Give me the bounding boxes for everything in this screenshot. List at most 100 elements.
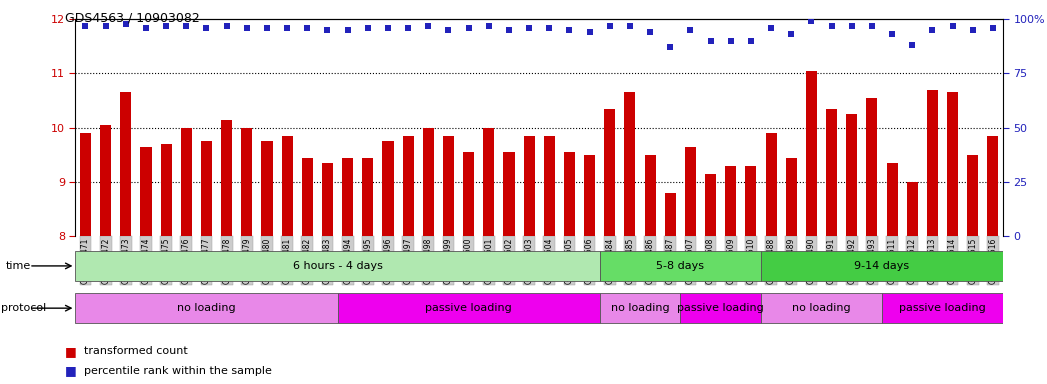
Bar bbox=[765, 133, 777, 236]
Point bbox=[884, 31, 900, 38]
Point bbox=[601, 23, 618, 29]
Point bbox=[722, 38, 739, 44]
Bar bbox=[543, 136, 555, 236]
Bar bbox=[524, 136, 535, 236]
Point bbox=[864, 23, 881, 29]
Bar bbox=[948, 93, 958, 236]
Bar bbox=[846, 114, 857, 236]
Point bbox=[178, 23, 195, 29]
Point bbox=[400, 25, 417, 31]
Bar bbox=[624, 93, 636, 236]
Bar bbox=[342, 157, 353, 236]
Bar bbox=[665, 193, 675, 236]
Point bbox=[520, 25, 537, 31]
Point bbox=[944, 23, 961, 29]
Bar bbox=[282, 136, 293, 236]
Text: 6 hours - 4 days: 6 hours - 4 days bbox=[292, 261, 382, 271]
Text: 9-14 days: 9-14 days bbox=[854, 261, 910, 271]
Text: passive loading: passive loading bbox=[899, 303, 986, 313]
Point bbox=[461, 25, 477, 31]
Bar bbox=[75, 251, 600, 281]
Text: GDS4563 / 10903082: GDS4563 / 10903082 bbox=[65, 12, 200, 25]
Bar bbox=[262, 141, 272, 236]
Point bbox=[198, 25, 215, 31]
Bar bbox=[321, 163, 333, 236]
Bar bbox=[887, 163, 897, 236]
Bar bbox=[120, 93, 131, 236]
Point bbox=[117, 20, 134, 26]
Bar bbox=[140, 147, 152, 236]
Text: no loading: no loading bbox=[177, 303, 236, 313]
Text: 5-8 days: 5-8 days bbox=[656, 261, 705, 271]
Point bbox=[218, 23, 235, 29]
Bar bbox=[160, 144, 172, 236]
Bar bbox=[645, 155, 655, 236]
Point bbox=[703, 38, 719, 44]
Bar bbox=[80, 133, 91, 236]
Bar bbox=[241, 128, 252, 236]
Point bbox=[803, 18, 820, 25]
Point bbox=[762, 25, 779, 31]
Point bbox=[481, 23, 497, 29]
Point bbox=[158, 23, 175, 29]
Point bbox=[925, 27, 941, 33]
Text: ■: ■ bbox=[65, 345, 76, 358]
Point bbox=[299, 25, 316, 31]
Bar bbox=[181, 128, 192, 236]
Bar bbox=[302, 157, 313, 236]
Text: no loading: no loading bbox=[793, 303, 851, 313]
Bar bbox=[987, 136, 999, 236]
Text: ■: ■ bbox=[65, 364, 76, 377]
Text: passive loading: passive loading bbox=[425, 303, 512, 313]
Bar bbox=[362, 157, 374, 236]
Point bbox=[500, 27, 517, 33]
Point bbox=[279, 25, 295, 31]
Point bbox=[339, 27, 356, 33]
Point bbox=[823, 23, 840, 29]
Point bbox=[239, 25, 255, 31]
Point bbox=[259, 25, 275, 31]
Text: passive loading: passive loading bbox=[677, 303, 764, 313]
Point bbox=[662, 44, 678, 50]
Bar bbox=[867, 98, 877, 236]
Point bbox=[844, 23, 861, 29]
Point bbox=[380, 25, 397, 31]
Point bbox=[742, 38, 759, 44]
Point bbox=[77, 23, 94, 29]
Bar bbox=[604, 109, 616, 236]
Bar bbox=[745, 166, 757, 236]
Bar bbox=[463, 152, 474, 236]
Point bbox=[420, 23, 437, 29]
Point bbox=[783, 31, 800, 38]
Bar bbox=[201, 141, 211, 236]
Bar bbox=[907, 182, 918, 236]
Bar bbox=[504, 152, 514, 236]
Text: percentile rank within the sample: percentile rank within the sample bbox=[84, 366, 271, 376]
Bar bbox=[967, 155, 978, 236]
Bar bbox=[75, 293, 337, 323]
Bar bbox=[681, 293, 761, 323]
Text: transformed count: transformed count bbox=[84, 346, 187, 356]
Point bbox=[359, 25, 376, 31]
Point bbox=[682, 27, 698, 33]
Point bbox=[964, 27, 981, 33]
Point bbox=[642, 29, 659, 35]
Point bbox=[541, 25, 558, 31]
Bar bbox=[484, 128, 494, 236]
Bar bbox=[806, 71, 817, 236]
Bar bbox=[564, 152, 575, 236]
Text: time: time bbox=[5, 261, 30, 271]
Bar bbox=[443, 136, 454, 236]
Bar bbox=[382, 141, 394, 236]
Point bbox=[137, 25, 154, 31]
Point bbox=[904, 42, 920, 48]
Text: protocol: protocol bbox=[1, 303, 46, 313]
Bar bbox=[101, 125, 111, 236]
Point bbox=[622, 23, 639, 29]
Bar bbox=[403, 136, 414, 236]
Bar bbox=[761, 251, 1003, 281]
Bar bbox=[726, 166, 736, 236]
Point bbox=[581, 29, 598, 35]
Bar bbox=[685, 147, 696, 236]
Bar bbox=[761, 293, 882, 323]
